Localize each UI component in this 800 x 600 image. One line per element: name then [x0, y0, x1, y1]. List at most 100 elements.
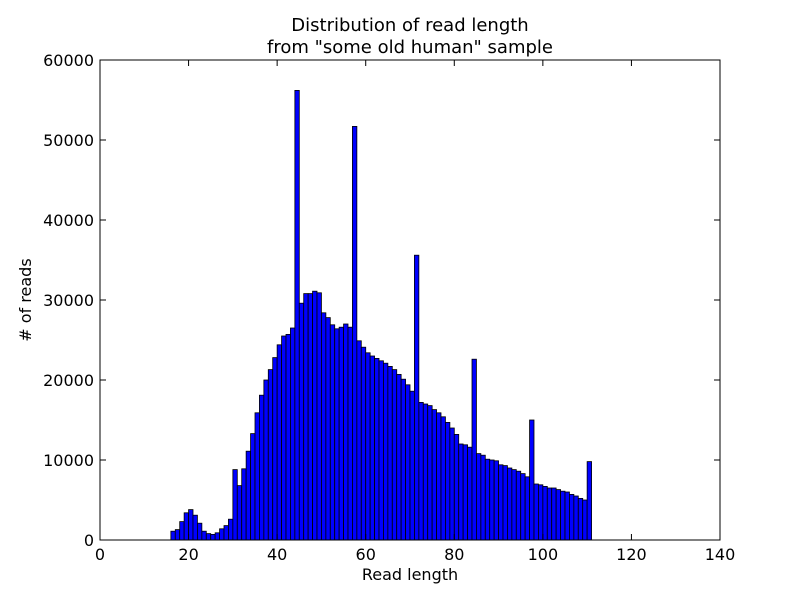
- histogram-bar: [241, 468, 247, 541]
- histogram-bar: [440, 416, 446, 541]
- histogram-bar: [489, 459, 495, 541]
- y-tick-label: 20000: [43, 371, 94, 390]
- histogram-bar: [560, 490, 566, 541]
- histogram-bar: [529, 419, 535, 541]
- chart-title: Distribution of read length: [291, 15, 528, 36]
- histogram-bar: [205, 533, 212, 541]
- histogram-bar: [520, 473, 526, 541]
- y-tick-label: 50000: [43, 131, 94, 150]
- histogram-bar: [214, 532, 220, 541]
- histogram-bar: [250, 433, 256, 541]
- histogram-bar: [511, 469, 517, 541]
- histogram-bar: [378, 360, 384, 541]
- histogram-bar: [307, 293, 313, 541]
- x-tick-label: 40: [267, 545, 287, 564]
- histogram-bar: [290, 327, 296, 541]
- histogram-bar: [170, 530, 176, 541]
- x-tick-label: 140: [705, 545, 736, 564]
- histogram-bar: [223, 525, 229, 541]
- histogram-bar: [232, 469, 238, 541]
- histogram-bar: [458, 443, 464, 541]
- histogram-bar: [245, 450, 251, 541]
- y-tick-label: 60000: [43, 51, 94, 70]
- histogram-bar: [524, 476, 530, 541]
- histogram-bar: [396, 373, 402, 541]
- histogram-bar: [515, 470, 522, 541]
- y-axis-ticks: 0 10000 20000 30000 40000 50000 60000: [43, 51, 720, 550]
- y-tick-label: 40000: [43, 211, 94, 230]
- histogram-bar: [449, 427, 455, 541]
- histogram-bar: [285, 333, 291, 541]
- histogram-bar: [374, 357, 380, 541]
- x-tick-label: 0: [95, 545, 105, 564]
- x-tick-label: 20: [178, 545, 198, 564]
- histogram-bar: [480, 454, 486, 541]
- histogram-bar: [236, 485, 243, 541]
- histogram-bar: [427, 405, 433, 541]
- histogram-bar: [507, 467, 513, 541]
- histogram-bar: [414, 254, 420, 541]
- histogram-bar: [502, 465, 508, 541]
- histogram-bar: [281, 335, 287, 541]
- histogram-bar: [533, 483, 539, 541]
- histogram-bar: [391, 369, 398, 541]
- x-axis-ticks: 0 20 40 60 80 100 120 140: [95, 60, 735, 564]
- chart-subtitle: from "some old human" sample: [267, 37, 553, 58]
- histogram-bar: [422, 403, 429, 541]
- histogram-bar: [312, 290, 318, 541]
- histogram-bar: [538, 484, 544, 541]
- histogram-bar: [369, 355, 375, 541]
- y-tick-label: 10000: [43, 451, 94, 470]
- histogram-bar: [219, 528, 225, 541]
- histogram-bar: [356, 340, 362, 541]
- histogram-bar: [542, 485, 548, 541]
- histogram-bar: [498, 464, 504, 541]
- histogram-bar: [272, 357, 278, 541]
- x-tick-label: 80: [444, 545, 464, 564]
- histogram-bar: [582, 499, 588, 541]
- histogram-bar: [321, 312, 327, 541]
- y-tick-label: 30000: [43, 291, 94, 310]
- histogram-bar: [551, 487, 557, 541]
- histogram-bar: [418, 401, 424, 541]
- y-tick-label: 0: [84, 531, 94, 550]
- histogram-bar: [360, 346, 367, 541]
- histogram-bar: [493, 460, 499, 541]
- histogram-bar: [573, 495, 579, 541]
- histogram-bar: [338, 326, 344, 541]
- histogram-bar: [179, 521, 185, 541]
- histogram-bar: [476, 453, 482, 541]
- histogram-bar: [347, 326, 353, 541]
- histogram-bar: [298, 302, 305, 541]
- histogram-bar: [263, 379, 269, 541]
- histogram-bar: [325, 317, 331, 541]
- x-tick-label: 120: [616, 545, 647, 564]
- histogram-bar: [329, 324, 336, 541]
- histogram-bar: [210, 534, 216, 541]
- histogram-bar: [294, 90, 300, 541]
- x-tick-label: 60: [356, 545, 376, 564]
- histogram-bar: [400, 378, 406, 541]
- histogram-bar: [383, 362, 389, 541]
- histogram-bar: [343, 323, 349, 541]
- histogram-bar: [569, 493, 575, 541]
- histogram-bar: [192, 514, 198, 541]
- histogram-bar: [409, 390, 415, 541]
- histogram-bar: [453, 433, 460, 541]
- histogram-bar: [564, 491, 570, 541]
- histogram-bar: [316, 292, 322, 541]
- histogram-bar: [365, 352, 371, 541]
- histogram-bar: [484, 458, 491, 541]
- histogram-bar: [431, 409, 437, 541]
- histogram-bar: [197, 522, 203, 541]
- x-tick-label: 100: [528, 545, 559, 564]
- histogram-bar: [445, 421, 451, 541]
- histogram-bar: [577, 497, 584, 541]
- histogram-bar: [303, 293, 309, 541]
- histogram-bar: [586, 461, 592, 541]
- histogram-bar: [267, 369, 274, 541]
- histogram-bar: [471, 358, 477, 541]
- histogram-bar: [334, 328, 340, 541]
- x-axis-label: Read length: [362, 565, 458, 584]
